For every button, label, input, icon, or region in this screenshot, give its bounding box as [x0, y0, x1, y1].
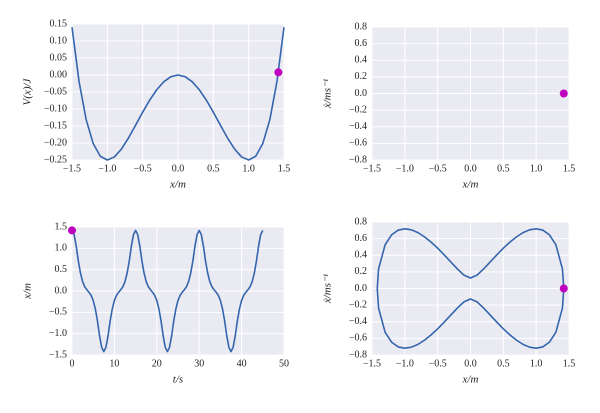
y-tick-label: −0.5 — [49, 307, 67, 318]
x-tick-label: 1.0 — [242, 163, 255, 174]
y-tick-label: 0.0 — [355, 88, 368, 99]
x-tick-label: −1.0 — [396, 358, 414, 369]
x-axis-label: x/m — [462, 179, 479, 191]
x-tick-label: 0.5 — [207, 163, 220, 174]
y-tick-label: 0.2 — [355, 266, 368, 277]
x-tick-label: −1.5 — [363, 163, 381, 174]
x-tick-label: 0.5 — [497, 163, 510, 174]
data-line — [71, 27, 285, 161]
y-tick-label: 0.00 — [50, 69, 68, 80]
y-axis-label: ẋ/ms⁻¹ — [322, 274, 334, 304]
y-tick-label: 1.5 — [55, 221, 68, 232]
y-axis-label: ẋ/ms⁻¹ — [322, 79, 334, 109]
x-tick-label: 40 — [237, 358, 247, 369]
x-axis-label: x/m — [169, 179, 186, 191]
y-axis-label: V(x)/J — [22, 77, 34, 105]
position-marker — [68, 226, 76, 235]
x-tick-label: 1.0 — [530, 163, 543, 174]
y-tick-label: 0.5 — [55, 264, 68, 275]
y-tick-label: 0.8 — [355, 21, 368, 32]
data-line — [71, 229, 264, 353]
y-tick-label: 0.05 — [50, 52, 68, 63]
y-tick-label: 0.4 — [355, 250, 368, 261]
x-tick-label: 0.5 — [497, 358, 510, 369]
x-tick-label: 1.0 — [530, 358, 543, 369]
y-tick-label: 0.2 — [355, 71, 368, 82]
position-marker — [274, 68, 283, 77]
subplot: 0 10 20 30 40 50 −1.5 −1.0 −0.5 0.0 0.5 1.0 1.5 t/s x/… — [22, 221, 289, 385]
x-tick-label: 30 — [194, 358, 204, 369]
x-tick-label: 1.5 — [563, 163, 576, 174]
x-tick-label: 0 — [70, 358, 75, 369]
subplot: −1.5 −1.0 −0.5 0.0 0.5 1.0 1.5 −0.8 −0.6 −0.4 −0.2… — [322, 216, 576, 385]
y-tick-label: −0.10 — [44, 103, 67, 114]
x-tick-label: 0.0 — [464, 163, 477, 174]
x-axis-label: t/s — [173, 374, 183, 386]
y-tick-label: 0.8 — [355, 216, 368, 227]
y-tick-label: −0.6 — [349, 333, 367, 344]
y-tick-label: 0.15 — [50, 18, 68, 29]
x-tick-label: 1.5 — [563, 358, 576, 369]
x-tick-label: 0.0 — [172, 163, 185, 174]
y-tick-label: 0.6 — [355, 38, 368, 49]
x-tick-label: 1.5 — [278, 163, 291, 174]
y-tick-label: −1.0 — [49, 328, 67, 339]
x-tick-label: −0.5 — [429, 358, 447, 369]
y-tick-label: 1.0 — [55, 243, 68, 254]
x-axis-label: x/m — [462, 374, 479, 386]
position-marker — [559, 284, 568, 293]
x-tick-label: −0.5 — [429, 163, 447, 174]
y-tick-label: −0.20 — [44, 137, 67, 148]
y-tick-label: −1.5 — [49, 349, 67, 360]
y-tick-label: −0.8 — [349, 349, 367, 360]
x-tick-label: −1.0 — [98, 163, 116, 174]
y-tick-label: −0.8 — [349, 154, 367, 165]
x-tick-label: −0.5 — [134, 163, 152, 174]
x-tick-label: −1.5 — [63, 163, 81, 174]
y-tick-label: −0.25 — [44, 154, 67, 165]
subplot: −1.5 −1.0 −0.5 0.0 0.5 1.0 1.5 −0.25 −0.20 −0.15 −… — [22, 18, 291, 190]
x-tick-label: −1.5 — [363, 358, 381, 369]
y-tick-label: −0.4 — [349, 121, 367, 132]
y-tick-label: −0.2 — [349, 104, 367, 115]
x-tick-label: 50 — [279, 358, 289, 369]
x-tick-label: 0.0 — [464, 358, 477, 369]
x-tick-label: 10 — [109, 358, 119, 369]
x-tick-label: −1.0 — [396, 163, 414, 174]
y-tick-label: 0.0 — [355, 283, 368, 294]
y-tick-label: −0.15 — [44, 120, 67, 131]
y-tick-label: −0.6 — [349, 138, 367, 149]
y-tick-label: 0.6 — [355, 233, 368, 244]
y-tick-label: 0.10 — [50, 35, 68, 46]
y-tick-label: 0.4 — [355, 55, 368, 66]
y-tick-label: −0.4 — [349, 316, 367, 327]
data-point — [559, 89, 568, 98]
y-tick-label: 0.0 — [55, 285, 68, 296]
y-tick-label: −0.2 — [349, 299, 367, 310]
subplot: −1.5 −1.0 −0.5 0.0 0.5 1.0 1.5 −0.8 −0.6 −0.4 −0.2… — [322, 21, 576, 190]
y-tick-label: −0.05 — [44, 86, 67, 97]
y-axis-label: x/m — [22, 283, 34, 300]
x-tick-label: 20 — [152, 358, 162, 369]
